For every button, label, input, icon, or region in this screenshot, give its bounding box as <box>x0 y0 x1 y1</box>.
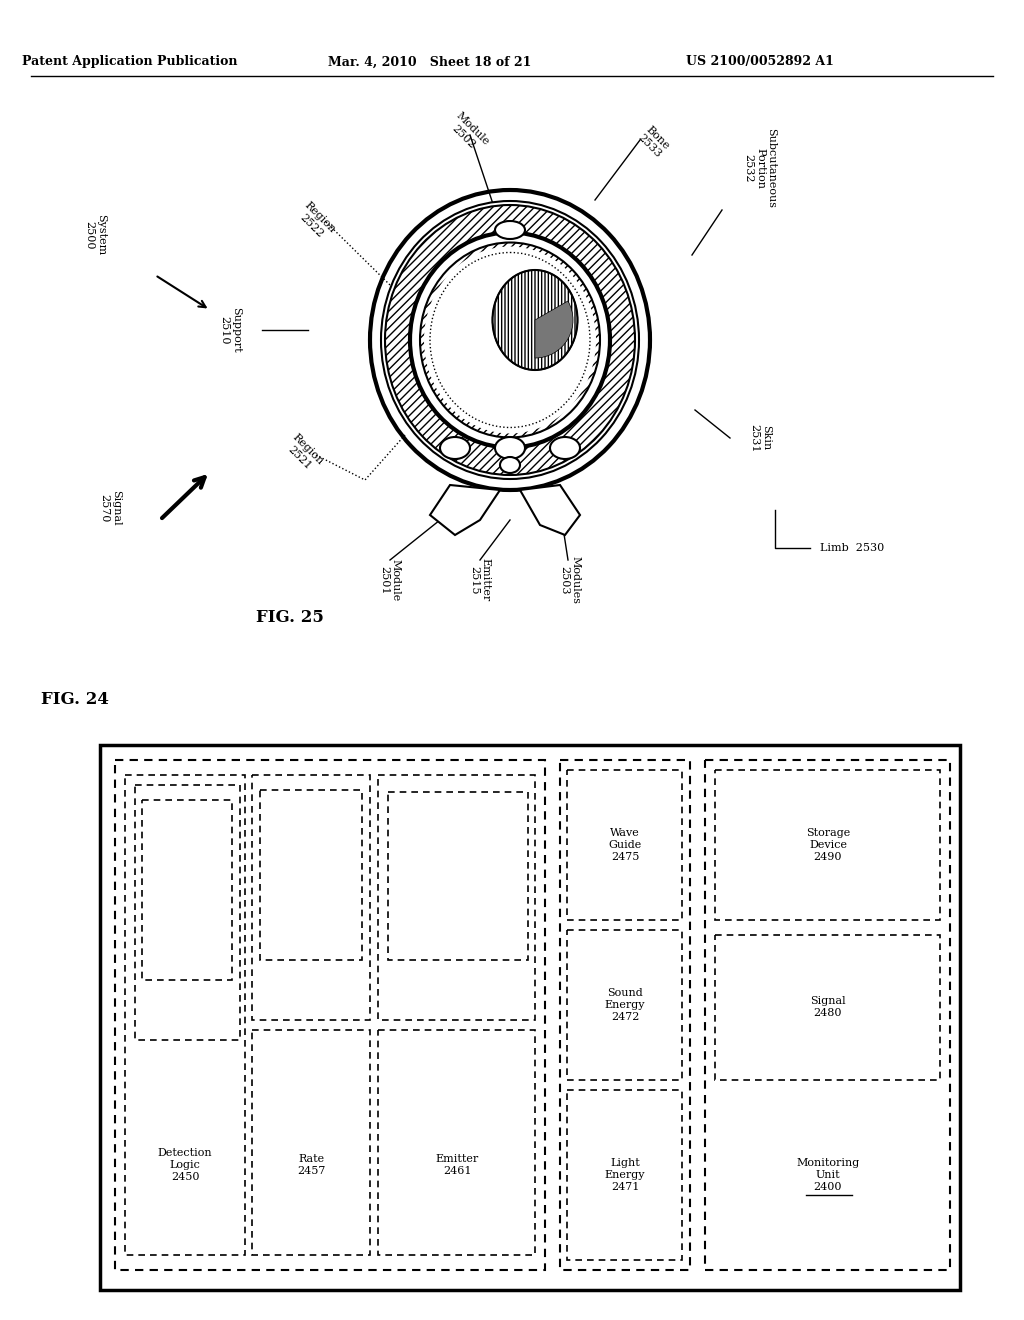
Text: Module
2454: Module 2454 <box>167 816 209 837</box>
Text: Emitter
2463: Emitter 2463 <box>436 865 479 887</box>
Bar <box>115 760 545 1270</box>
Ellipse shape <box>424 247 596 433</box>
Polygon shape <box>520 484 580 535</box>
Ellipse shape <box>500 457 520 473</box>
Text: Bone
2533: Bone 2533 <box>635 124 671 160</box>
Ellipse shape <box>495 220 525 239</box>
Text: Sound
Energy
2472: Sound Energy 2472 <box>605 989 645 1022</box>
Bar <box>715 770 940 920</box>
Text: Wave
Guide
2475: Wave Guide 2475 <box>608 829 642 862</box>
Text: Rate
2457: Rate 2457 <box>297 1154 326 1176</box>
Ellipse shape <box>495 437 525 459</box>
Ellipse shape <box>385 205 635 475</box>
Bar <box>388 792 528 960</box>
Text: Storage
Device
2490: Storage Device 2490 <box>806 829 850 862</box>
Bar <box>125 775 245 1255</box>
Text: FIG. 25: FIG. 25 <box>256 610 324 627</box>
Text: Limb  2530: Limb 2530 <box>820 543 885 553</box>
Ellipse shape <box>550 437 580 459</box>
Text: Detection
Logic
2450: Detection Logic 2450 <box>158 1148 212 1181</box>
Bar <box>567 1090 682 1261</box>
Bar <box>100 744 961 1290</box>
Text: Light
Energy
2471: Light Energy 2471 <box>605 1159 645 1192</box>
Ellipse shape <box>410 232 610 447</box>
Text: Modules
2503: Modules 2503 <box>559 556 581 605</box>
Text: Emitter
2515: Emitter 2515 <box>469 558 490 602</box>
Text: Region
2522: Region 2522 <box>294 201 337 243</box>
Bar <box>567 931 682 1080</box>
Bar <box>252 1030 370 1255</box>
Text: FIG. 24: FIG. 24 <box>41 692 109 709</box>
Text: Sensor
2455: Sensor 2455 <box>168 829 207 851</box>
Text: Emitter
2461: Emitter 2461 <box>435 1154 478 1176</box>
Polygon shape <box>430 484 500 535</box>
Bar <box>567 770 682 920</box>
Ellipse shape <box>420 243 600 437</box>
Bar <box>378 775 535 1020</box>
Ellipse shape <box>370 190 650 490</box>
Bar <box>705 760 950 1270</box>
Ellipse shape <box>493 271 578 370</box>
Ellipse shape <box>381 201 639 479</box>
Text: Subcutaneous
Portion
2532: Subcutaneous Portion 2532 <box>743 128 776 209</box>
Text: Region
2521: Region 2521 <box>283 433 326 475</box>
Text: Element
2459: Element 2459 <box>288 865 335 886</box>
Bar <box>560 760 690 1270</box>
Text: Monitoring
Unit
2400: Monitoring Unit 2400 <box>797 1159 859 1192</box>
Bar <box>715 935 940 1080</box>
Text: Signal
2480: Signal 2480 <box>810 997 846 1018</box>
Text: Mar. 4, 2010   Sheet 18 of 21: Mar. 4, 2010 Sheet 18 of 21 <box>329 55 531 69</box>
Bar <box>142 800 232 979</box>
Text: US 2100/0052892 A1: US 2100/0052892 A1 <box>686 55 834 69</box>
Text: Patent Application Publication: Patent Application Publication <box>23 55 238 69</box>
Text: Signal
2570: Signal 2570 <box>99 490 121 525</box>
Text: Module
2501: Module 2501 <box>379 558 400 601</box>
Wedge shape <box>535 301 573 358</box>
Text: Support
2510: Support 2510 <box>219 308 241 352</box>
Text: Emitter
2462: Emitter 2462 <box>435 882 478 903</box>
Bar <box>135 785 240 1040</box>
Bar <box>252 775 370 1020</box>
Text: System
2500: System 2500 <box>84 214 105 256</box>
Bar <box>260 789 362 960</box>
Bar <box>378 1030 535 1255</box>
Text: Skin
2531: Skin 2531 <box>750 424 771 453</box>
Ellipse shape <box>440 437 470 459</box>
Text: Decrease
2458: Decrease 2458 <box>285 882 337 903</box>
Text: Module
2502: Module 2502 <box>445 111 490 156</box>
